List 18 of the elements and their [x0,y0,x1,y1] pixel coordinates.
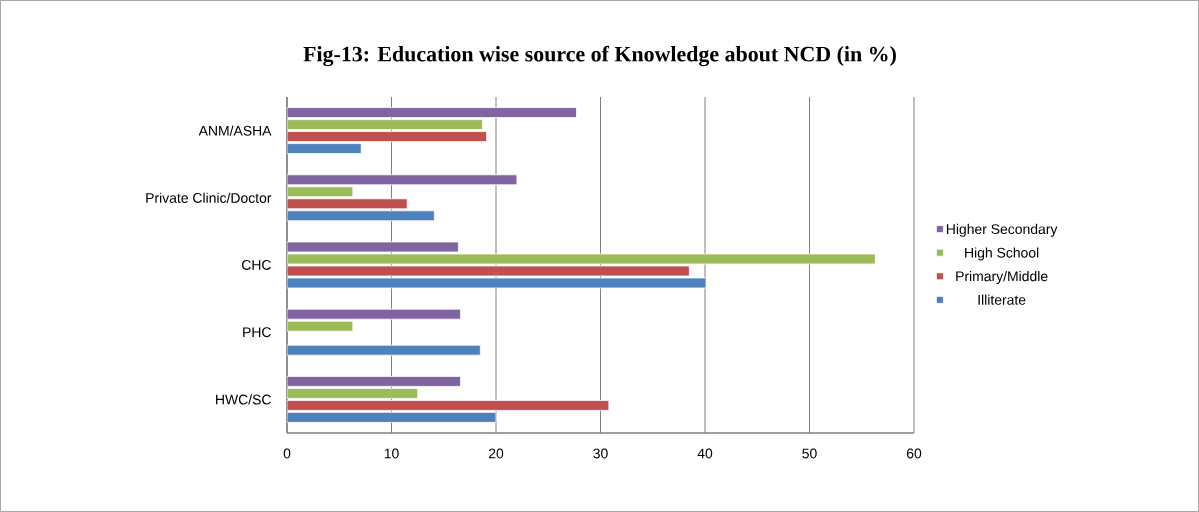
legend-label: Higher Secondary [946,223,1058,237]
x-tick-label: 20 [488,448,504,459]
x-tick-label: 50 [802,448,817,459]
text: Illiterate [978,294,1026,305]
x-tick-label: 60 [906,448,922,459]
y-tick-label: Private Clinic/Doctor [146,192,272,203]
legend-label: High School [965,247,1039,261]
x-tick-label: 10 [384,448,399,459]
x-tick-label: 30 [593,448,608,459]
y-tick-label: HWC/SC [216,394,271,405]
y-tick-label: ANM/ASHA [198,125,272,136]
legend-label: Primary/Middle [956,270,1048,284]
chart-title: Fig-13: Education wise source of Knowledge about NCD (in %) [303,45,896,67]
y-tick-label: PHC [243,327,271,338]
x-tick-label: 40 [697,448,713,459]
y-tick-label: CHC [241,260,271,270]
bar [287,344,481,356]
x-tick-label: 0 [283,448,291,459]
